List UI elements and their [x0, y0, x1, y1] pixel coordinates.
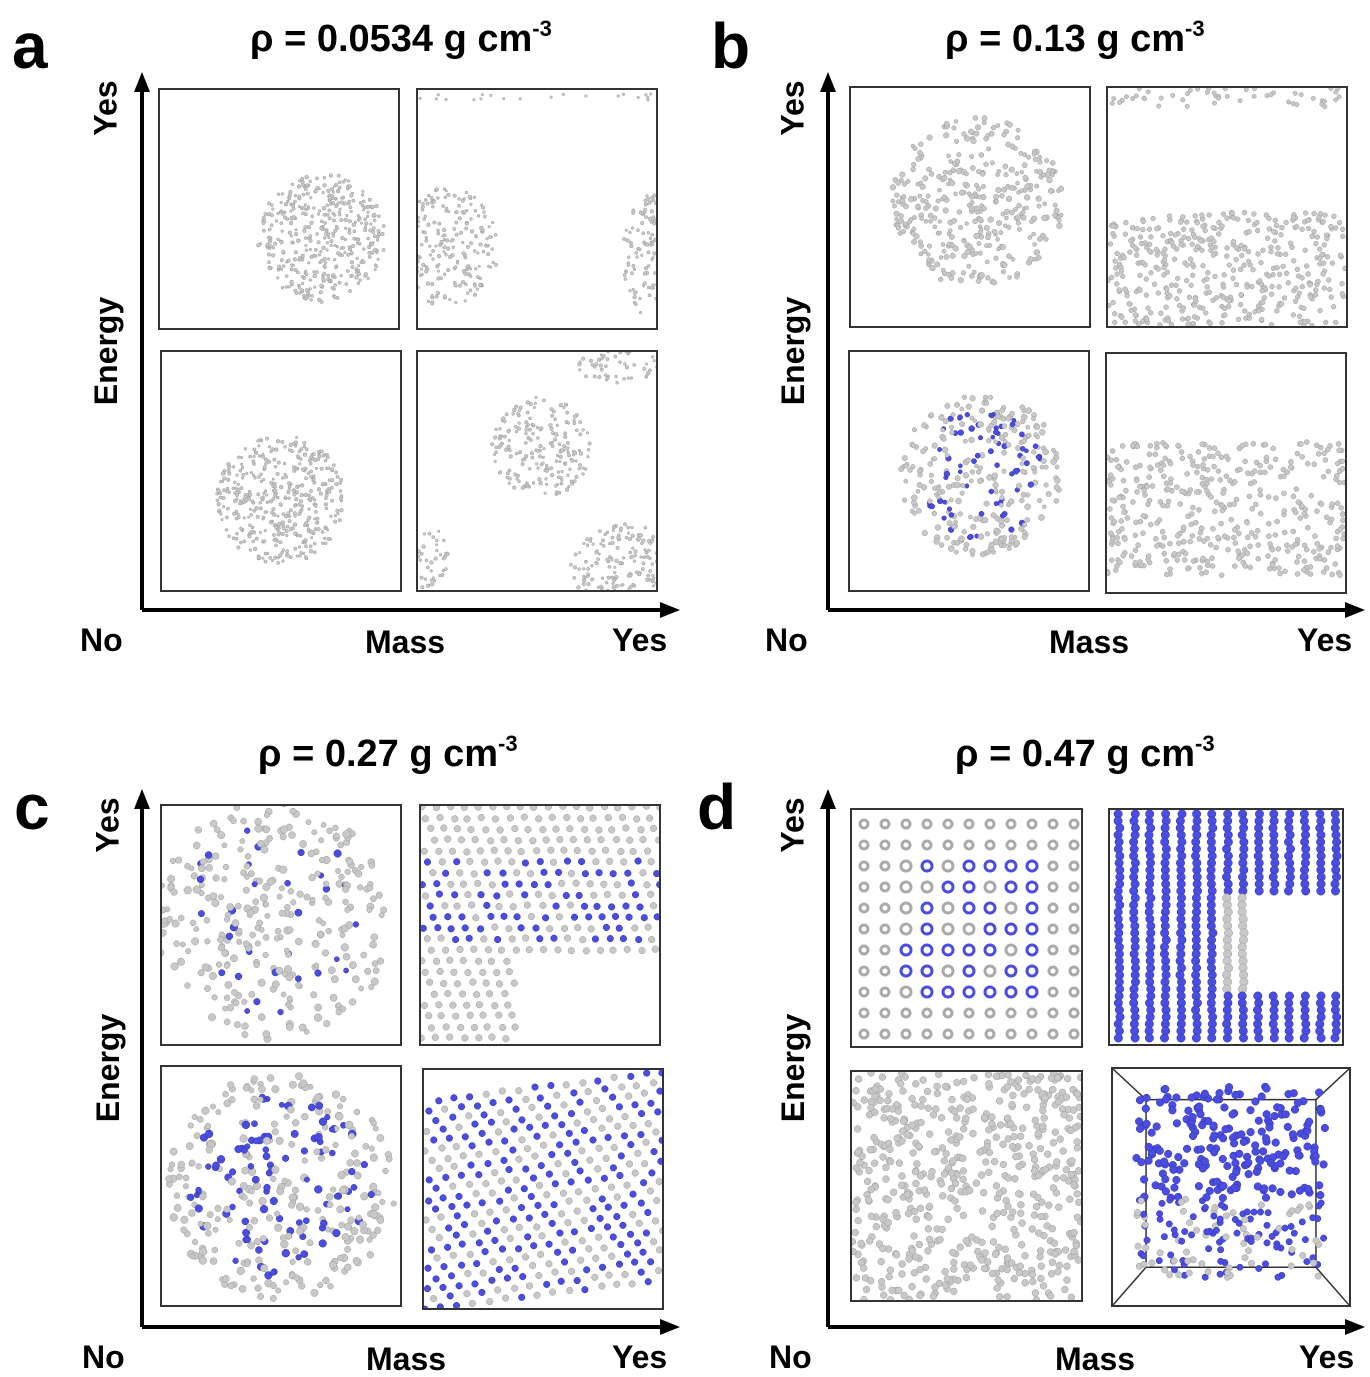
atom-snapshot [162, 806, 400, 1044]
x-axis-label: Mass [365, 626, 445, 658]
x-axis-left-label: No [769, 1341, 812, 1373]
atom-snapshot [424, 1070, 662, 1308]
x-axis-label: Mass [1055, 1343, 1135, 1375]
atom-snapshot [1107, 354, 1345, 592]
snapshot-d-top-right [1108, 808, 1344, 1046]
x-axis-right-label: Yes [612, 1341, 667, 1373]
atom-snapshot [1113, 1069, 1349, 1305]
snapshot-a-top-right [416, 88, 658, 330]
panel-d: d ρ = 0.47 g cm-3 Yes Energy No Mass Yes [685, 687, 1370, 1374]
snapshot-a-bottom-left [160, 350, 402, 592]
y-axis-label: Energy [92, 1014, 124, 1122]
snapshot-c-bottom-left [160, 1065, 402, 1307]
snapshot-a-top-left [158, 88, 400, 330]
snapshot-b-top-right [1106, 86, 1348, 328]
snapshot-b-bottom-left [848, 350, 1090, 592]
x-axis-label: Mass [366, 1343, 446, 1375]
atom-snapshot [421, 806, 659, 1044]
atom-snapshot [1110, 810, 1342, 1044]
atom-snapshot [418, 90, 656, 328]
y-axis-label: Energy [90, 297, 122, 405]
snapshot-c-bottom-right [422, 1068, 664, 1310]
snapshot-c-top-right [419, 804, 661, 1046]
atom-snapshot [162, 1067, 400, 1305]
atom-snapshot [160, 90, 398, 328]
y-axis-label: Energy [777, 297, 809, 405]
y-axis-top-label: Yes [92, 797, 124, 852]
y-axis-top-label: Yes [777, 80, 809, 135]
atom-snapshot [1108, 88, 1346, 326]
atom-snapshot [162, 352, 400, 590]
snapshot-a-bottom-right [416, 350, 658, 592]
x-axis-right-label: Yes [612, 624, 667, 656]
atom-snapshot [850, 352, 1088, 590]
x-axis-right-label: Yes [1297, 624, 1352, 656]
x-axis-left-label: No [80, 624, 123, 656]
y-axis-label: Energy [777, 1014, 809, 1122]
snapshot-c-top-left [160, 804, 402, 1046]
snapshot-b-bottom-right [1105, 352, 1347, 594]
snapshot-d-bottom-left [850, 1070, 1083, 1302]
atom-snapshot [851, 88, 1089, 326]
atom-snapshot [418, 352, 656, 590]
atom-snapshot [852, 810, 1081, 1046]
panel-c: c ρ = 0.27 g cm-3 Yes Energy No Mass Yes [0, 687, 685, 1374]
x-axis-left-label: No [765, 624, 808, 656]
snapshot-d-bottom-right [1111, 1067, 1351, 1307]
snapshot-d-top-left [850, 808, 1083, 1048]
x-axis-right-label: Yes [1299, 1341, 1354, 1373]
snapshot-b-top-left [849, 86, 1091, 328]
x-axis-label: Mass [1049, 626, 1129, 658]
x-axis-left-label: No [82, 1341, 125, 1373]
panel-a: a ρ = 0.0534 g cm-3 Yes Energy No Mass Y… [0, 0, 685, 687]
y-axis-top-label: Yes [90, 80, 122, 135]
atom-snapshot [852, 1072, 1081, 1300]
y-axis-top-label: Yes [777, 797, 809, 852]
panel-b: b ρ = 0.13 g cm-3 Yes Energy No Mass Yes [685, 0, 1370, 687]
